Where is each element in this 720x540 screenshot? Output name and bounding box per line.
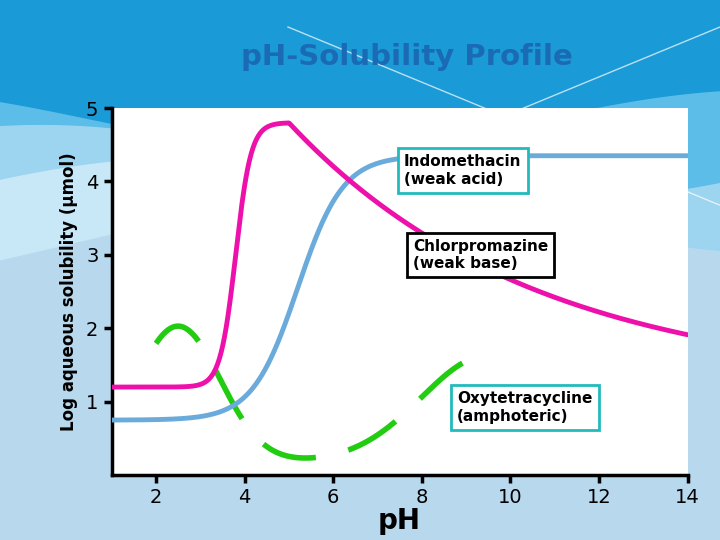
- Text: pH: pH: [378, 507, 421, 535]
- Text: Chlorpromazine
(weak base): Chlorpromazine (weak base): [413, 239, 548, 271]
- Text: pH-Solubility Profile: pH-Solubility Profile: [241, 43, 572, 71]
- Text: Oxytetracycline
(amphoteric): Oxytetracycline (amphoteric): [457, 392, 593, 424]
- X-axis label: pH: pH: [399, 513, 400, 514]
- Y-axis label: Log aqueous solubility (μmol): Log aqueous solubility (μmol): [60, 152, 78, 431]
- Text: Indomethacin
(weak acid): Indomethacin (weak acid): [404, 154, 521, 187]
